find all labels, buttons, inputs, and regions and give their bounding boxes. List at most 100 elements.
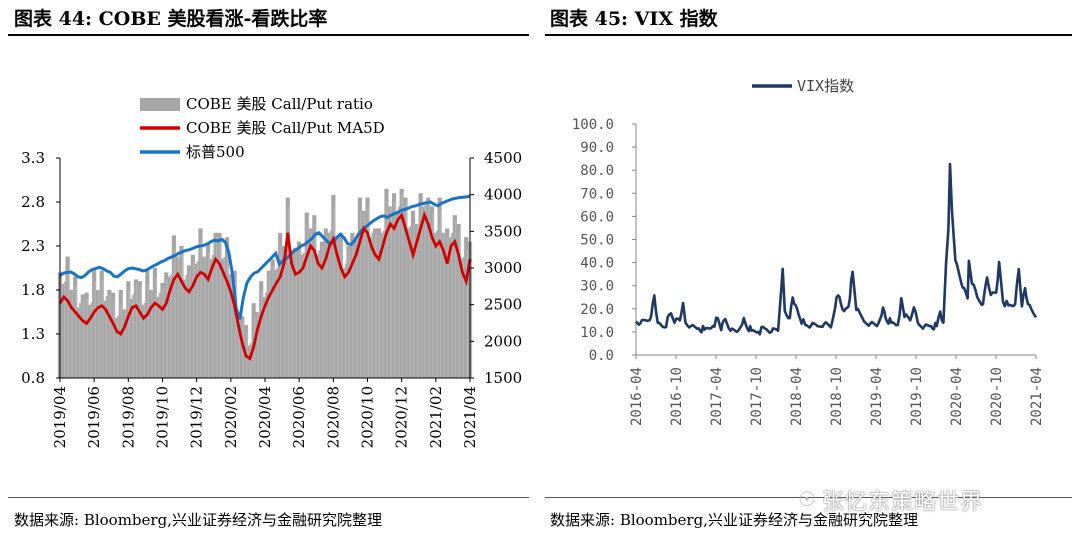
cobe-ratio-bar	[219, 239, 222, 378]
ma5d-line	[58, 211, 472, 361]
cobe-ratio-bar	[67, 269, 70, 378]
cobe-ratio-bar	[352, 239, 355, 378]
vix-x-tick-label: 2020-10	[989, 367, 1005, 426]
cobe-ratio-bar	[331, 194, 336, 378]
y-left-tick-label: 1.8	[21, 281, 45, 299]
cobe-ratio-bar	[280, 246, 283, 378]
cobe-ratio-bar	[401, 193, 404, 378]
left-title-rule	[8, 34, 529, 36]
left-source-rule	[8, 497, 529, 498]
cobe-ratio-bar	[439, 210, 442, 378]
cobe-ratio-bar	[316, 254, 321, 378]
cobe-ratio-bar	[223, 257, 226, 378]
cobe-ratio-bar	[447, 237, 450, 378]
vix-x-tick-label: 2020-04	[949, 367, 965, 426]
cobe-ratio-bar	[348, 250, 351, 378]
x-tick-label: 2020/02	[222, 386, 240, 448]
cobe-ratio-bar	[426, 197, 431, 378]
cobe-ratio-bar	[213, 232, 218, 378]
vix-x-tick-label: 2018-10	[829, 367, 845, 426]
y-left-tick-label: 2.8	[21, 193, 45, 211]
y-right-tick-label: 2000	[484, 332, 522, 350]
legend-swatch-ratio	[140, 98, 180, 111]
cobe-ratio-bar	[441, 232, 446, 378]
watermark-text: 张忆东策略世界	[822, 490, 984, 515]
y-left-tick-label: 2.3	[21, 237, 45, 255]
cobe-ratio-bar	[198, 228, 203, 378]
cobe-ratio-bar	[318, 250, 321, 378]
right-source-note: 数据来源: Bloomberg,兴业证券经济与金融研究院整理	[550, 511, 918, 529]
cobe-ratio-bar	[128, 290, 131, 378]
cobe-ratio-bar	[173, 248, 176, 378]
cobe-ratio-bar	[181, 254, 184, 378]
cobe-ratio-bar	[204, 256, 207, 378]
cobe-ratio-bar	[162, 287, 165, 378]
cobe-ratio-bar	[158, 292, 161, 378]
vix-y-tick-label: 30.0	[580, 279, 614, 295]
cobe-ratio-bar	[249, 343, 252, 378]
y-left-tick-label: 1.3	[21, 325, 45, 343]
x-tick-label: 2021/04	[461, 386, 479, 448]
cobe-ratio-bar	[470, 241, 472, 378]
cobe-ratio-bar	[94, 281, 97, 378]
cobe-ratio-bar	[413, 224, 415, 378]
cobe-ratio-bar	[268, 275, 271, 378]
vix-y-tick-label: 100.0	[572, 117, 614, 133]
vix-y-tick-label: 10.0	[580, 325, 614, 341]
wechat-icon: ☉	[798, 487, 816, 511]
cobe-ratio-bar	[234, 279, 237, 378]
cobe-ratio-bar	[154, 276, 157, 378]
cobe-ratio-bar	[405, 204, 408, 378]
cobe-ratio-bar	[97, 290, 100, 378]
cobe-ratio-bar	[433, 232, 438, 378]
cobe-ratio-bar	[323, 228, 328, 378]
cobe-ratio-bar	[196, 261, 199, 378]
cobe-ratio-bar	[458, 230, 461, 378]
cobe-ratio-bar	[257, 312, 260, 378]
cobe-ratio-bar	[170, 274, 172, 378]
cobe-ratio-bar	[276, 267, 279, 378]
x-tick-label: 2020/08	[324, 386, 342, 448]
left-source-note: 数据来源: Bloomberg,兴业证券经济与金融研究院整理	[14, 511, 382, 529]
cobe-ratio-bar	[205, 244, 211, 378]
vix-y-tick-label: 60.0	[580, 209, 614, 225]
cobe-ratio-bar	[109, 294, 112, 378]
cobe-ratio-bar	[418, 193, 423, 378]
cobe-ratio-bar	[428, 202, 431, 378]
cobe-ratio-bar	[435, 230, 438, 378]
cobe-ratio-bar	[185, 275, 188, 378]
cobe-ratio-bar	[346, 246, 351, 378]
cobe-ratio-bar	[382, 230, 385, 378]
y-left-tick-label: 3.3	[21, 149, 45, 167]
cobe-ratio-bar	[76, 307, 82, 378]
cobe-ratio-bar	[344, 263, 347, 378]
cobe-ratio-bar	[314, 224, 317, 378]
vix-x-tick-label: 2021-04	[1029, 367, 1045, 426]
cobe-ratio-bar	[124, 309, 127, 378]
right-source-rule	[545, 497, 1072, 498]
cobe-ratio-bar	[443, 232, 446, 378]
cobe-ratio-bar	[86, 299, 89, 378]
cobe-ratio-bar	[151, 290, 154, 378]
y-right-tick-label: 4000	[484, 186, 522, 204]
vix-line	[635, 162, 1038, 336]
cobe-ratio-bar	[63, 281, 66, 378]
cobe-ratio-bar	[367, 206, 370, 378]
cobe-ratio-bar	[120, 303, 123, 378]
cobe-ratio-bar	[217, 232, 222, 378]
x-tick-label: 2019/12	[188, 386, 206, 448]
cobe-ratio-bar	[337, 237, 340, 378]
vix-y-tick-label: 80.0	[580, 163, 614, 179]
cobe-ratio-bar	[378, 235, 381, 378]
cobe-ratio-bar	[394, 202, 396, 378]
cobe-ratio-bar	[291, 250, 294, 378]
legend-label: COBE 美股 Call/Put MA5D	[186, 119, 385, 137]
cobe-ratio-bar	[420, 202, 423, 378]
cobe-ratio-bar	[321, 246, 324, 378]
vix-y-tick-label: 40.0	[580, 256, 614, 272]
cobe-ratio-bar	[122, 309, 127, 378]
y-right-tick-label: 4500	[484, 149, 522, 167]
x-tick-label: 2021/02	[427, 386, 445, 448]
vix-x-tick-label: 2017-04	[709, 367, 725, 426]
cobe-ratio-bar	[177, 256, 180, 378]
